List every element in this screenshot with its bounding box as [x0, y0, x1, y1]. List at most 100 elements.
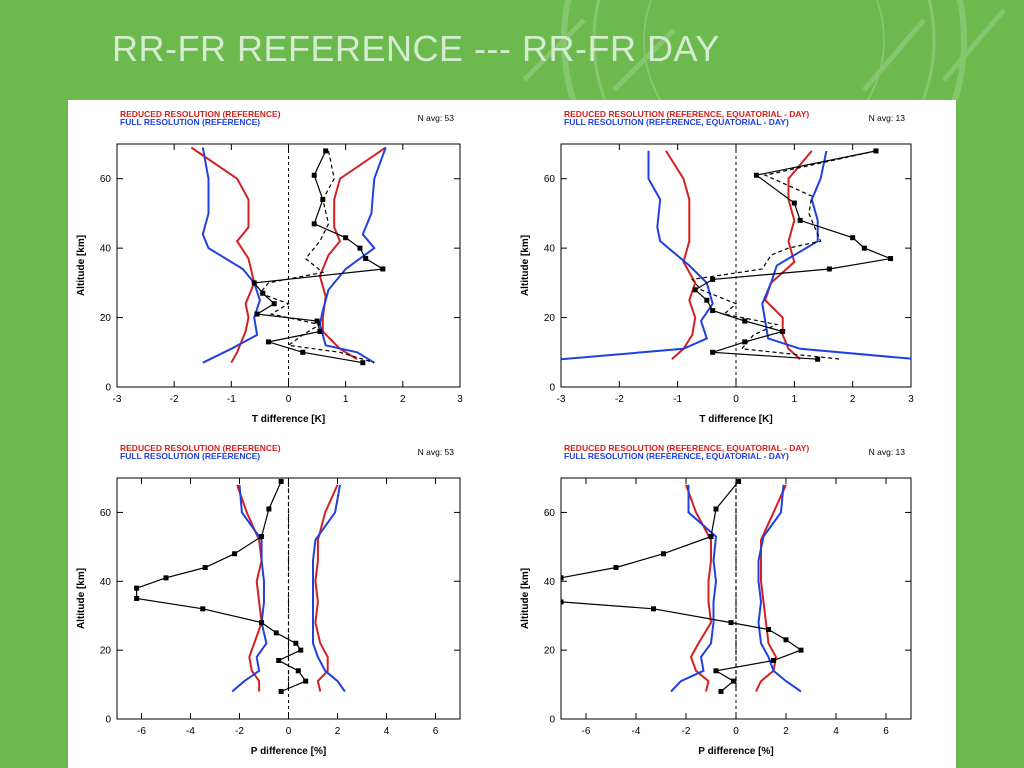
data-point-marker	[861, 245, 867, 251]
series-line-diff-5	[258, 150, 375, 364]
series-line-diff-5	[691, 150, 877, 360]
data-point-marker	[298, 647, 304, 653]
legend-full: FULL RESOLUTION (REFERENCE, EQUATORIAL -…	[564, 451, 789, 461]
x-tick-label: 6	[433, 726, 439, 737]
data-point-marker	[888, 256, 894, 262]
data-point-marker	[163, 575, 169, 581]
navg-label: N avg: 53	[418, 447, 455, 457]
data-point-marker	[202, 565, 208, 571]
y-tick-label: 60	[100, 508, 112, 519]
legend-reduced: REDUCED RESOLUTION (REFERENCE)	[120, 443, 281, 453]
series-line-reduced-1	[764, 150, 813, 360]
data-point-marker	[300, 349, 306, 355]
series-line-full-2	[201, 147, 261, 364]
series-line-diff-5	[561, 601, 803, 692]
data-point-marker	[692, 287, 698, 293]
navg-label: N avg: 13	[869, 113, 906, 123]
legend-full: FULL RESOLUTION (REFERENCE)	[120, 117, 260, 127]
x-tick-label: 1	[343, 394, 349, 405]
y-tick-label: 20	[100, 313, 112, 324]
x-tick-label: -4	[632, 726, 641, 737]
data-point-marker	[561, 575, 564, 581]
data-point-marker	[260, 290, 266, 296]
legend-full: FULL RESOLUTION (REFERENCE)	[120, 451, 260, 461]
x-tick-label: 0	[733, 394, 739, 405]
chart-p-difference-reference: REDUCED RESOLUTION (REFERENCE)FULL RESOL…	[76, 443, 461, 757]
data-point-marker	[254, 311, 260, 317]
slide-header: RR-FR REFERENCE --- RR-FR DAY	[0, 0, 1024, 100]
data-point-marker	[651, 606, 656, 612]
series-line-reduced-0	[236, 484, 263, 692]
y-tick-label: 0	[105, 715, 111, 726]
series-line-full-3	[318, 147, 387, 364]
data-point-marker	[742, 339, 748, 345]
data-point-marker	[380, 266, 386, 272]
x-tick-label: 4	[833, 726, 839, 737]
x-tick-label: 0	[286, 394, 292, 405]
data-point-marker	[791, 200, 797, 206]
data-point-marker	[311, 172, 317, 178]
data-point-marker	[278, 478, 284, 484]
x-tick-label: -1	[673, 394, 682, 405]
x-tick-label: 4	[384, 726, 390, 737]
x-tick-label: -2	[682, 726, 691, 737]
series-line-reduced-0	[190, 146, 256, 364]
charts-panel	[68, 100, 956, 768]
y-tick-label: 40	[544, 577, 556, 588]
y-tick-label: 20	[544, 313, 556, 324]
data-point-marker	[293, 640, 299, 646]
y-tick-label: 60	[100, 174, 112, 185]
data-point-marker	[273, 630, 279, 636]
slide-title: RR-FR REFERENCE --- RR-FR DAY	[112, 28, 720, 69]
series-line-reduced-0	[685, 484, 713, 692]
x-tick-label: -1	[227, 394, 236, 405]
data-point-marker	[134, 585, 140, 591]
data-point-marker	[271, 301, 277, 307]
data-point-marker	[232, 551, 238, 557]
data-point-marker	[317, 328, 323, 334]
x-tick-label: 2	[783, 726, 789, 737]
series-line-full-2	[561, 150, 714, 361]
data-point-marker	[343, 235, 349, 241]
series-line-reduced-0	[665, 150, 697, 360]
series-group	[561, 148, 911, 362]
data-point-marker	[266, 506, 272, 512]
data-point-marker	[265, 339, 271, 345]
y-tick-label: 20	[544, 646, 556, 657]
series-line-full-3	[761, 150, 911, 360]
data-point-marker	[303, 678, 309, 684]
y-axis-label: Altitude [km]	[520, 568, 531, 629]
y-axis-label: Altitude [km]	[76, 235, 87, 296]
data-point-marker	[710, 276, 716, 282]
x-tick-label: -2	[235, 726, 244, 737]
data-point-marker	[661, 551, 666, 557]
x-axis-label: T difference [K]	[252, 414, 325, 425]
data-point-marker	[251, 280, 257, 286]
data-point-marker	[798, 647, 804, 653]
data-point-marker	[850, 235, 856, 241]
data-point-marker	[278, 688, 284, 694]
data-point-marker	[134, 596, 140, 601]
x-tick-label: -3	[557, 394, 566, 405]
y-axis-label: Altitude [km]	[520, 235, 531, 296]
data-point-marker	[704, 297, 710, 303]
x-tick-label: 2	[850, 394, 856, 405]
data-point-marker	[314, 318, 320, 324]
data-point-marker	[200, 606, 206, 612]
x-tick-label: 3	[457, 394, 463, 405]
series-line-full-3	[757, 484, 802, 693]
x-tick-label: 0	[733, 726, 739, 737]
x-tick-label: -2	[615, 394, 624, 405]
data-point-marker	[613, 565, 619, 571]
data-point-marker	[797, 217, 803, 223]
x-tick-label: 0	[286, 726, 292, 737]
y-tick-label: 40	[100, 577, 112, 588]
legend-reduced: REDUCED RESOLUTION (REFERENCE, EQUATORIA…	[564, 443, 809, 453]
data-point-marker	[731, 678, 736, 684]
x-tick-label: -2	[170, 394, 179, 405]
x-tick-label: 2	[335, 726, 341, 737]
data-point-marker	[718, 688, 724, 694]
data-point-marker	[323, 148, 329, 154]
x-tick-label: 2	[400, 394, 406, 405]
x-tick-label: 6	[883, 726, 889, 737]
